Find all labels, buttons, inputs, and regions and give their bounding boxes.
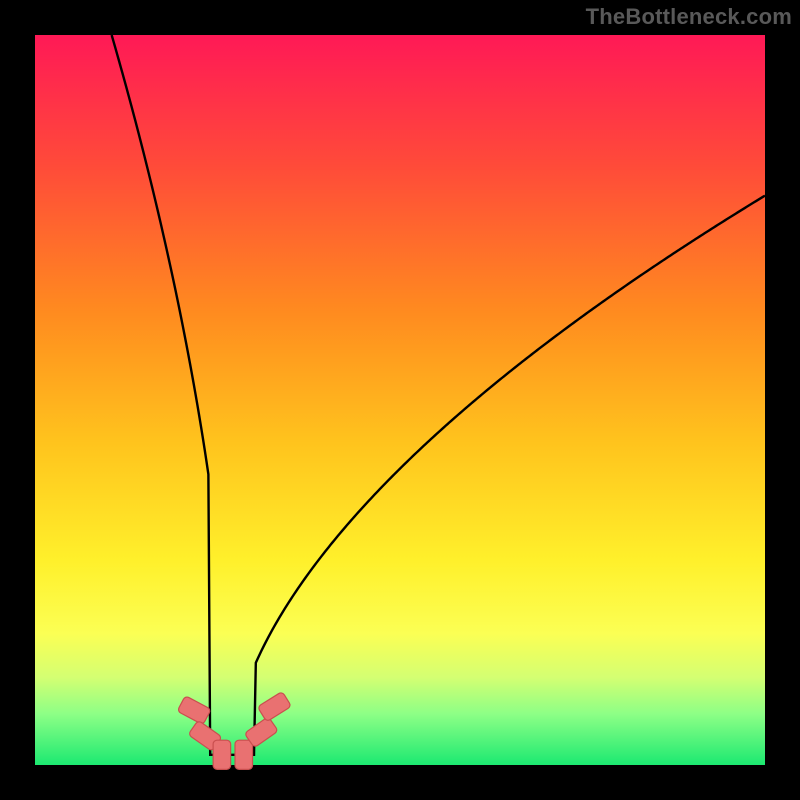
watermark-text: TheBottleneck.com xyxy=(586,4,792,30)
bottleneck-chart: TheBottleneck.com xyxy=(0,0,800,800)
curve-marker xyxy=(235,740,253,769)
plot-background xyxy=(35,35,765,765)
chart-svg xyxy=(0,0,800,800)
curve-marker xyxy=(213,740,231,769)
